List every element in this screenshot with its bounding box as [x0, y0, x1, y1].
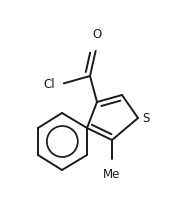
Text: S: S	[142, 112, 149, 124]
Text: O: O	[92, 28, 102, 41]
Text: Me: Me	[103, 168, 121, 181]
Text: Cl: Cl	[43, 78, 55, 92]
